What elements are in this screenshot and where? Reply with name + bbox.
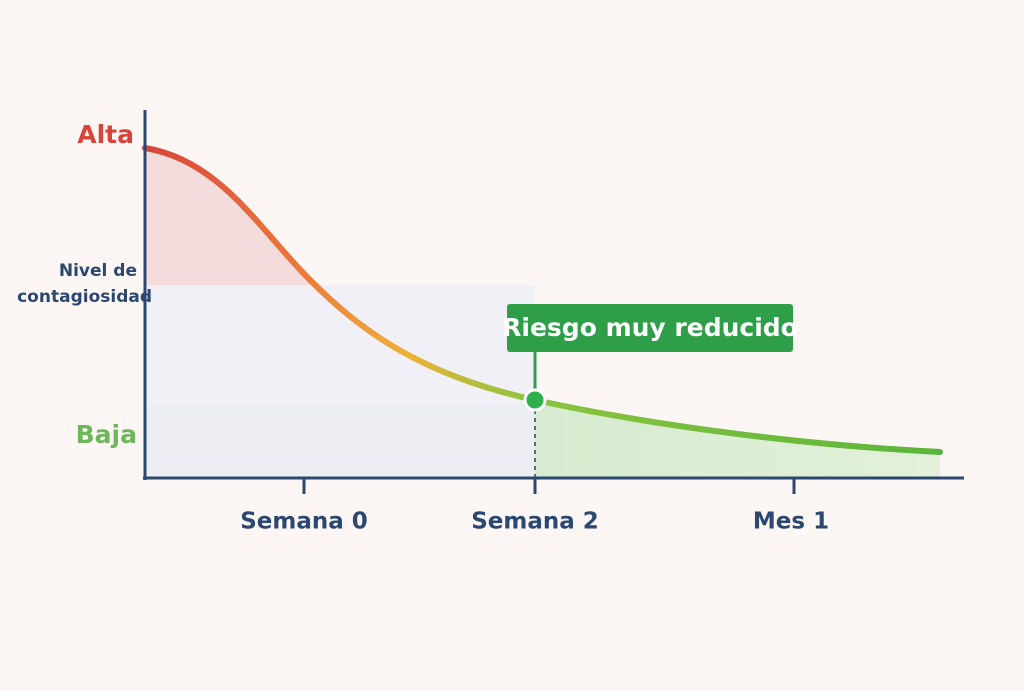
y-axis-title: Nivel de — [59, 261, 137, 281]
contagion-curve — [142, 145, 943, 455]
x-label: Semana 2 — [471, 509, 599, 535]
y-label-low: Baja — [76, 420, 137, 449]
high-area — [145, 148, 314, 285]
y-label-high: Alta — [77, 120, 134, 149]
low-band — [145, 404, 535, 478]
marker-point — [523, 388, 547, 412]
x-label: Semana 0 — [240, 509, 368, 535]
y-axis-title: contagiosidad — [17, 287, 152, 307]
callout-text: Riesgo muy reducido — [502, 313, 798, 342]
callout-box — [507, 304, 793, 352]
x-label: Mes 1 — [753, 509, 829, 535]
